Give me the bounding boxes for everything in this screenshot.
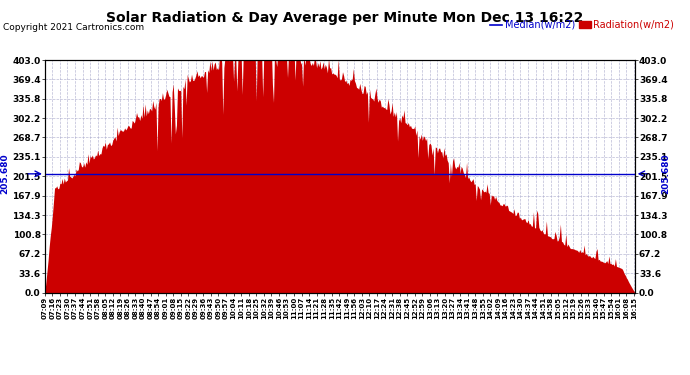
Text: 205.680: 205.680 [661,153,671,194]
Legend: Median(w/m2), Radiation(w/m2): Median(w/m2), Radiation(w/m2) [486,16,678,34]
Text: Copyright 2021 Cartronics.com: Copyright 2021 Cartronics.com [3,22,145,32]
Text: Solar Radiation & Day Average per Minute Mon Dec 13 16:22: Solar Radiation & Day Average per Minute… [106,11,584,25]
Text: 205.680: 205.680 [0,153,9,194]
